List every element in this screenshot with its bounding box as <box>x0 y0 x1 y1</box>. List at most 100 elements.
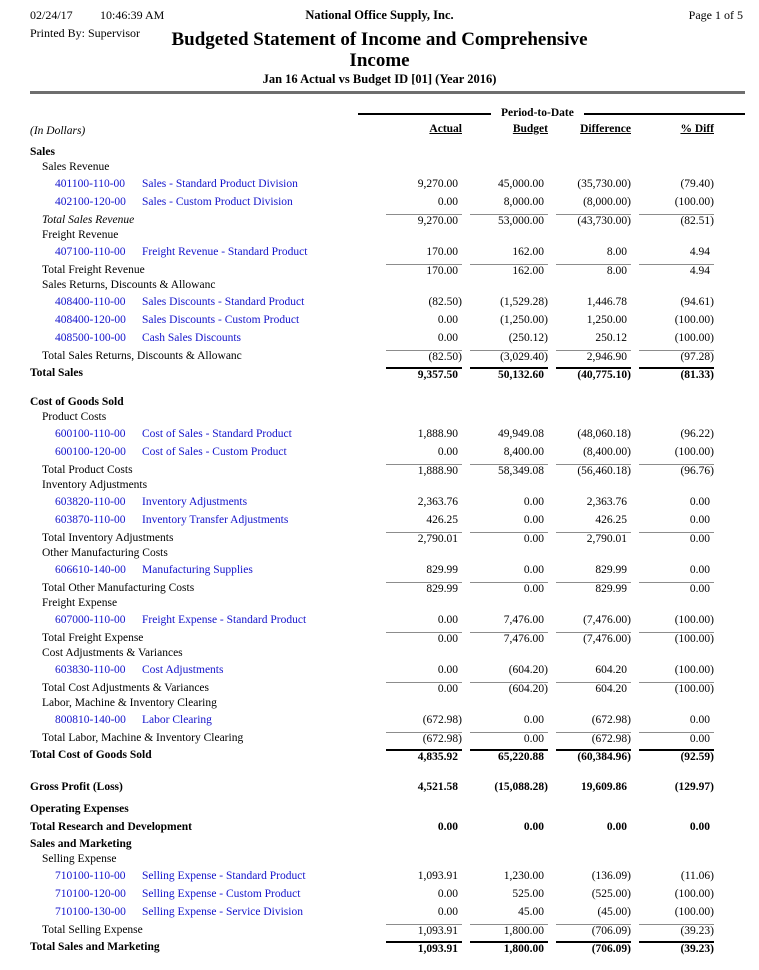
budget-value: 53,000.00 <box>470 214 548 228</box>
table-row: Total Other Manufacturing Costs 829.99 0… <box>30 579 745 596</box>
table-row: Total Cost of Goods Sold 4,835.92 65,220… <box>30 746 745 765</box>
budget-value: 49,949.08 <box>498 428 544 440</box>
table-row: 607000-110-00 Freight Expense - Standard … <box>30 611 745 629</box>
account-description-link[interactable]: Cost of Sales - Standard Product <box>142 428 292 440</box>
account-number-link[interactable]: 710100-120-00 <box>55 888 126 900</box>
budget-value <box>470 479 548 493</box>
account-description-link[interactable]: Selling Expense - Service Division <box>142 906 303 918</box>
table-row: Sales Returns, Discounts & Allowanc <box>30 278 745 293</box>
difference-value: 2,790.01 <box>556 532 631 546</box>
account-description-link[interactable]: Sales - Custom Product Division <box>142 196 293 208</box>
printed-by: Printed By: Supervisor <box>30 26 140 40</box>
actual-value <box>386 279 462 293</box>
account-description-link[interactable]: Freight Expense - Standard Product <box>142 614 307 626</box>
actual-value: (672.98) <box>422 714 462 726</box>
budget-value <box>470 396 548 410</box>
table-row: Total Freight Revenue 170.00 162.00 8.00… <box>30 261 745 278</box>
row-label: Total Product Costs <box>42 464 133 476</box>
table-row: 710100-130-00 Selling Expense - Service D… <box>30 903 745 921</box>
row-label: Total Sales and Marketing <box>30 941 160 953</box>
account-number-link[interactable]: 401100-110-00 <box>55 178 126 190</box>
budget-value: 1,800.00 <box>470 941 548 957</box>
account-number-link[interactable]: 603870-110-00 <box>55 514 126 526</box>
account-number-link[interactable]: 606610-140-00 <box>55 564 126 576</box>
account-number-link[interactable]: 607000-110-00 <box>55 614 126 626</box>
difference-value: (40,775.10) <box>556 367 631 383</box>
budget-value: 0.00 <box>523 714 544 726</box>
difference-value: 2,946.90 <box>556 350 631 364</box>
account-number-link[interactable]: 710100-130-00 <box>55 906 126 918</box>
account-number-link[interactable]: 800810-140-00 <box>55 714 126 726</box>
actual-value: (672.98) <box>386 732 462 746</box>
account-number-link[interactable]: 710100-110-00 <box>55 870 126 882</box>
account-number-link[interactable]: 603830-110-00 <box>55 664 126 676</box>
table-row: Gross Profit (Loss) 4,521.58 (15,088.28)… <box>30 777 745 797</box>
row-label: Freight Revenue <box>42 229 119 241</box>
pctdiff-value: (100.00) <box>674 196 714 208</box>
pctdiff-value <box>639 279 714 293</box>
actual-value: 0.00 <box>437 821 458 833</box>
account-description-link[interactable]: Sales Discounts - Standard Product <box>142 296 305 308</box>
actual-value: 1,093.91 <box>386 941 462 957</box>
account-description-link[interactable]: Labor Clearing <box>142 714 212 726</box>
account-description-link[interactable]: Inventory Transfer Adjustments <box>142 514 289 526</box>
account-description-link[interactable]: Manufacturing Supplies <box>142 564 253 576</box>
difference-value: (45.00) <box>597 906 631 918</box>
table-row: Total Research and Development 0.00 0.00… <box>30 817 745 837</box>
period-line-left <box>358 112 491 115</box>
row-label: Total Freight Expense <box>42 632 144 644</box>
actual-value: 1,093.91 <box>386 924 462 938</box>
account-number-link[interactable]: 600100-120-00 <box>55 446 126 458</box>
difference-value: (60,384.96) <box>556 749 631 765</box>
pctdiff-value <box>639 697 714 711</box>
account-description-link[interactable]: Freight Revenue - Standard Product <box>142 246 308 258</box>
account-number-link[interactable]: 402100-120-00 <box>55 196 126 208</box>
report-subtitle: Jan 16 Actual vs Budget ID [01] (Year 20… <box>262 72 497 86</box>
budget-value <box>470 647 548 661</box>
budget-value <box>470 853 548 867</box>
account-number-link[interactable]: 407100-110-00 <box>55 246 126 258</box>
account-number-link[interactable]: 603820-110-00 <box>55 496 126 508</box>
difference-value <box>556 279 631 293</box>
budget-value <box>470 797 548 802</box>
units-label: (In Dollars) <box>30 125 86 137</box>
pctdiff-value: 4.94 <box>639 264 714 278</box>
report-table: Period-to-Date (In Dollars) Actual Budge… <box>30 106 745 957</box>
actual-value <box>386 797 462 802</box>
table-row: Total Product Costs 1,888.90 58,349.08 (… <box>30 461 745 478</box>
budget-value: (250.12) <box>508 332 548 344</box>
account-description-link[interactable]: Cost Adjustments <box>142 664 224 676</box>
account-number-link[interactable]: 408500-100-00 <box>55 332 126 344</box>
actual-value: 1,888.90 <box>417 428 458 440</box>
account-description-link[interactable]: Inventory Adjustments <box>142 496 248 508</box>
actual-value <box>386 229 462 243</box>
page-number: Page 1 of 5 <box>688 8 743 22</box>
difference-value: 2,363.76 <box>586 496 627 508</box>
table-row: 600100-120-00 Cost of Sales - Custom Prod… <box>30 443 745 461</box>
account-number-link[interactable]: 408400-110-00 <box>55 296 126 308</box>
row-label: Cost of Goods Sold <box>30 396 124 408</box>
row-label: 800810-140-00 Labor Clearing <box>30 714 378 729</box>
account-description-link[interactable]: Cost of Sales - Custom Product <box>142 446 287 458</box>
table-row: 408400-120-00 Sales Discounts - Custom Pr… <box>30 311 745 329</box>
table-row: Total Sales and Marketing 1,093.91 1,800… <box>30 938 745 957</box>
account-description-link[interactable]: Sales Discounts - Custom Product <box>142 314 300 326</box>
difference-value: (48,060.18) <box>577 428 631 440</box>
difference-value <box>556 597 631 611</box>
pctdiff-value <box>639 765 714 777</box>
budget-value: 8,400.00 <box>503 446 544 458</box>
account-description-link[interactable]: Cash Sales Discounts <box>142 332 242 344</box>
row-label: 603870-110-00 Inventory Transfer Adjustme… <box>30 514 378 529</box>
budget-value <box>470 161 548 175</box>
actual-value: 0.00 <box>437 196 458 208</box>
actual-value: 0.00 <box>437 332 458 344</box>
pctdiff-value: (11.06) <box>680 870 714 882</box>
account-description-link[interactable]: Selling Expense - Standard Product <box>142 870 306 882</box>
account-number-link[interactable]: 408400-120-00 <box>55 314 126 326</box>
actual-value <box>386 547 462 561</box>
pctdiff-value: (82.51) <box>639 214 714 228</box>
pctdiff-value <box>639 383 714 395</box>
account-description-link[interactable]: Sales - Standard Product Division <box>142 178 298 190</box>
account-description-link[interactable]: Selling Expense - Custom Product <box>142 888 301 900</box>
account-number-link[interactable]: 600100-110-00 <box>55 428 126 440</box>
